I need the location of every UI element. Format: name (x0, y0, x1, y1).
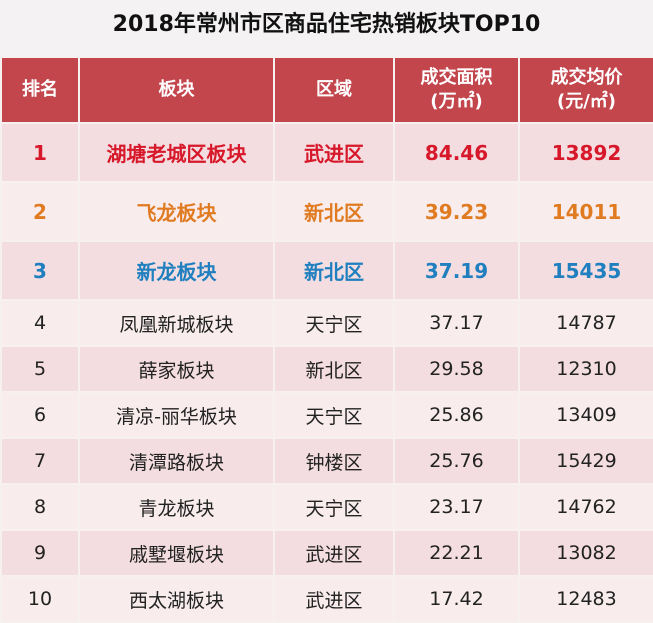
cell-rank: 3 (0, 240, 80, 301)
cell-area: 17.42 (393, 575, 520, 623)
cell-block: 青龙板块 (78, 483, 275, 531)
table-row: 3 新龙板块 新北区 37.19 15435 (0, 240, 653, 301)
cell-district: 天宁区 (273, 483, 395, 531)
header-price: 成交均价 (元/㎡) (518, 56, 653, 124)
header-area-label: 成交面积 (420, 67, 493, 88)
cell-area: 23.17 (393, 483, 520, 531)
cell-district: 武进区 (273, 122, 395, 183)
cell-block: 清凉-丽华板块 (78, 391, 275, 439)
cell-price: 13892 (518, 122, 653, 183)
cell-price: 13082 (518, 529, 653, 577)
cell-block: 薛家板块 (78, 345, 275, 393)
header-area-unit: (万㎡) (430, 91, 483, 112)
header-price-label: 成交均价 (550, 67, 623, 88)
cell-area: 37.17 (393, 299, 520, 347)
cell-district: 新北区 (273, 345, 395, 393)
header-rank: 排名 (0, 56, 80, 124)
cell-price: 14762 (518, 483, 653, 531)
cell-price: 12483 (518, 575, 653, 623)
cell-rank: 2 (0, 181, 80, 242)
table-row: 9 戚墅堰板块 武进区 22.21 13082 (0, 529, 653, 577)
cell-area: 29.58 (393, 345, 520, 393)
cell-rank: 8 (0, 483, 80, 531)
cell-block: 清潭路板块 (78, 437, 275, 485)
hot-blocks-table: 排名 板块 区域 成交面积 (万㎡) 成交均价 (元/㎡) 1 湖塘老城区板块 武进区 8… (0, 56, 653, 623)
cell-area: 84.46 (393, 122, 520, 183)
cell-rank: 4 (0, 299, 80, 347)
cell-block: 戚墅堰板块 (78, 529, 275, 577)
cell-rank: 7 (0, 437, 80, 485)
cell-block: 凤凰新城板块 (78, 299, 275, 347)
table-row: 7 清潭路板块 钟楼区 25.76 15429 (0, 437, 653, 485)
table-row: 2 飞龙板块 新北区 39.23 14011 (0, 181, 653, 242)
cell-district: 钟楼区 (273, 437, 395, 485)
cell-rank: 9 (0, 529, 80, 577)
table-row: 4 凤凰新城板块 天宁区 37.17 14787 (0, 299, 653, 347)
header-district: 区域 (273, 56, 395, 124)
cell-area: 25.76 (393, 437, 520, 485)
cell-area: 22.21 (393, 529, 520, 577)
cell-rank: 1 (0, 122, 80, 183)
cell-block: 新龙板块 (78, 240, 275, 301)
cell-price: 15435 (518, 240, 653, 301)
cell-price: 12310 (518, 345, 653, 393)
cell-block: 湖塘老城区板块 (78, 122, 275, 183)
table-title: 2018年常州市区商品住宅热销板块TOP10 (112, 12, 541, 37)
cell-area: 25.86 (393, 391, 520, 439)
cell-district: 武进区 (273, 529, 395, 577)
cell-district: 新北区 (273, 181, 395, 242)
cell-district: 天宁区 (273, 391, 395, 439)
cell-price: 15429 (518, 437, 653, 485)
header-price-unit: (元/㎡) (556, 91, 617, 112)
table-row: 10 西太湖板块 武进区 17.42 12483 (0, 575, 653, 623)
cell-rank: 5 (0, 345, 80, 393)
header-block: 板块 (78, 56, 275, 124)
table-row: 5 薛家板块 新北区 29.58 12310 (0, 345, 653, 393)
cell-area: 39.23 (393, 181, 520, 242)
cell-block: 西太湖板块 (78, 575, 275, 623)
cell-district: 武进区 (273, 575, 395, 623)
table-row: 8 青龙板块 天宁区 23.17 14762 (0, 483, 653, 531)
header-area: 成交面积 (万㎡) (393, 56, 520, 124)
cell-district: 新北区 (273, 240, 395, 301)
table-row: 1 湖塘老城区板块 武进区 84.46 13892 (0, 122, 653, 183)
cell-rank: 10 (0, 575, 80, 623)
cell-area: 37.19 (393, 240, 520, 301)
header-row: 排名 板块 区域 成交面积 (万㎡) 成交均价 (元/㎡) (0, 56, 653, 124)
cell-block: 飞龙板块 (78, 181, 275, 242)
cell-district: 天宁区 (273, 299, 395, 347)
cell-price: 14787 (518, 299, 653, 347)
table-row: 6 清凉-丽华板块 天宁区 25.86 13409 (0, 391, 653, 439)
cell-price: 13409 (518, 391, 653, 439)
cell-price: 14011 (518, 181, 653, 242)
cell-rank: 6 (0, 391, 80, 439)
